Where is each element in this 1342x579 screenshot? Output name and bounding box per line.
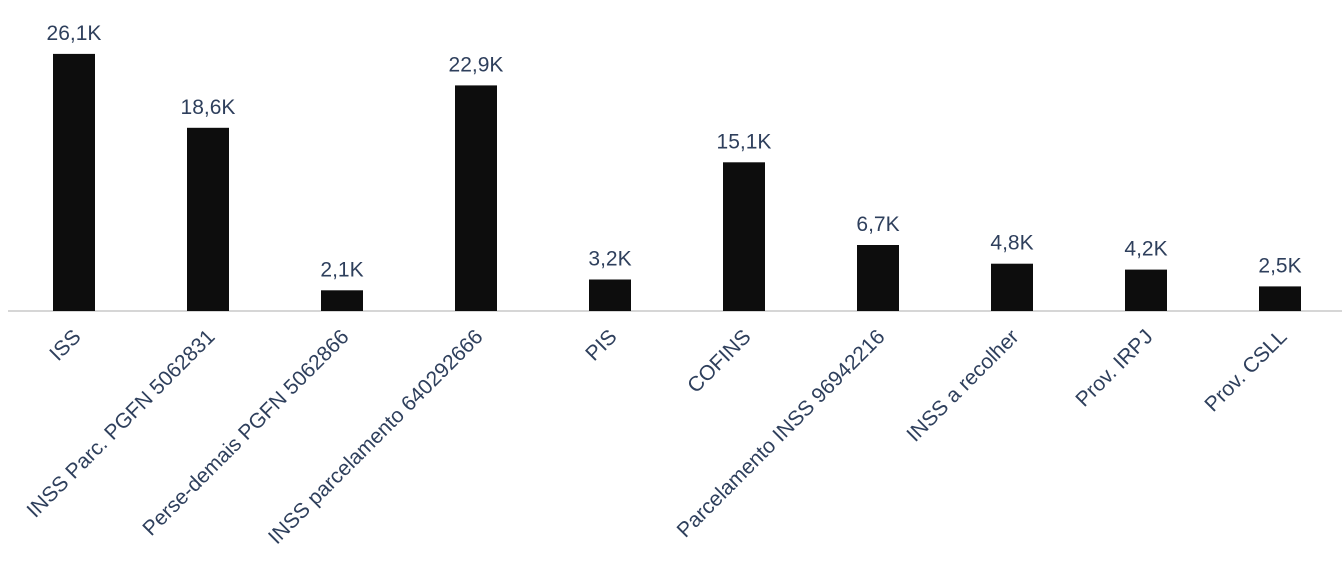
bar-0 bbox=[53, 53, 95, 312]
x-tick-label-4: PIS bbox=[581, 325, 621, 365]
bar-3 bbox=[455, 85, 497, 312]
data-label-8: 4,2K bbox=[1124, 238, 1167, 261]
data-label-4: 3,2K bbox=[588, 248, 631, 271]
x-tick-label-0: ISS bbox=[45, 325, 85, 365]
x-tick-label-7: INSS a recolher bbox=[902, 325, 1023, 446]
bar-4 bbox=[589, 279, 631, 311]
data-label-0: 26,1K bbox=[47, 22, 102, 45]
data-labels: 26,1K 18,6K 2,1K 22,9K 3,2K 15,1K 6,7K 4,8K 4,2K… bbox=[47, 22, 1302, 281]
bar-9 bbox=[1259, 286, 1301, 311]
bars bbox=[53, 53, 1301, 312]
data-label-1: 18,6K bbox=[181, 96, 236, 119]
x-tick-label-6: Parcelamento INSS 96942216 bbox=[673, 325, 890, 542]
bar-6 bbox=[857, 245, 899, 311]
data-label-9: 2,5K bbox=[1258, 254, 1301, 277]
data-label-3: 22,9K bbox=[449, 53, 504, 76]
bar-8 bbox=[1125, 269, 1167, 311]
data-label-6: 6,7K bbox=[856, 213, 899, 236]
data-label-5: 15,1K bbox=[717, 130, 772, 153]
x-tick-label-3: INSS parcelamento 640292666 bbox=[264, 325, 487, 548]
bar-7 bbox=[991, 263, 1033, 311]
data-label-7: 4,8K bbox=[990, 232, 1033, 255]
bar-1 bbox=[187, 127, 229, 311]
x-tick-label-8: Prov. IRPJ bbox=[1071, 325, 1157, 411]
bar-5 bbox=[723, 162, 765, 311]
x-tick-label-5: COFINS bbox=[683, 325, 755, 397]
bar-2 bbox=[321, 290, 363, 311]
data-label-2: 2,1K bbox=[320, 258, 363, 281]
x-tick-label-9: Prov. CSLL bbox=[1200, 325, 1291, 416]
